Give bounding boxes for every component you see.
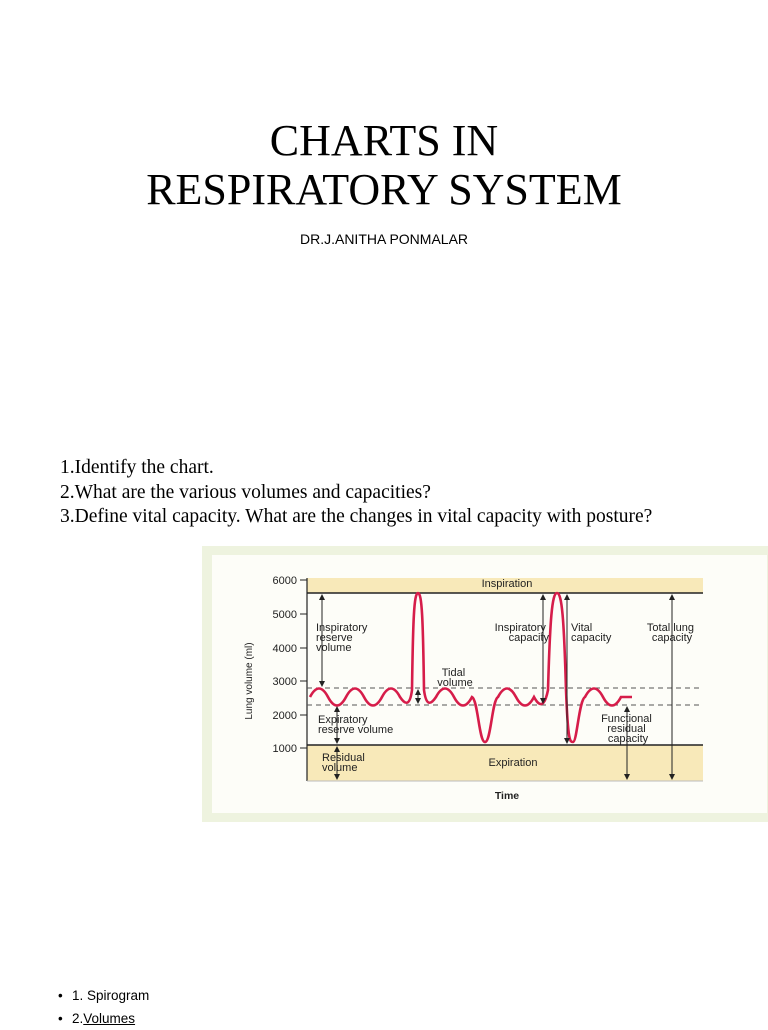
title-line: RESPIRATORY SYSTEM (146, 165, 622, 214)
label: Total lung capacity (647, 622, 697, 644)
questions: 1.Identify the chart. 2.What are the var… (60, 456, 672, 530)
y-tick-labels: 6000 5000 4000 3000 2000 1000 (273, 575, 297, 755)
tick-label: 3000 (273, 676, 297, 688)
band (307, 745, 703, 781)
label: Expiratory reserve volume (318, 714, 393, 736)
label-line: Expiratory (318, 714, 368, 726)
label-line: capacity (571, 632, 612, 644)
bullet-text: 1. Spirogram (72, 988, 150, 1003)
bullet: 2.Volumes (58, 1007, 149, 1030)
title: CHARTS IN RESPIRATORY SYSTEM (0, 116, 768, 214)
label-line: Inspiratory (495, 622, 547, 634)
author: DR.J.ANITHA PONMALAR (299, 231, 469, 247)
label: Inspiration (482, 578, 533, 590)
label: Vital capacity (571, 622, 612, 644)
tick-label: 4000 (273, 643, 297, 655)
label: Inspiratory reserve volume (316, 622, 370, 654)
question: 3.Define vital capacity. What are the ch… (60, 506, 653, 527)
bullet-text: 2. (72, 1011, 84, 1026)
bullet: 1. Spirogram (58, 984, 149, 1007)
tick-label: 1000 (273, 743, 297, 755)
label-line: Total lung (647, 622, 694, 634)
label-line: capacity (652, 632, 693, 644)
tick-label: 2000 (273, 710, 297, 722)
label-line: capacity (608, 733, 649, 745)
label-line: reserve (316, 632, 353, 644)
label: Tidal volume (437, 667, 472, 689)
question: 2.What are the various volumes and capac… (60, 481, 431, 503)
label-line: Functional (601, 713, 652, 725)
label: Inspiratory capacity (495, 622, 550, 644)
label-line: volume (316, 642, 351, 654)
label-line: volume (437, 677, 472, 689)
label-line: Vital (571, 622, 592, 634)
label: Functional residual capacity (601, 713, 655, 745)
bullet-list: 1. Spirogram 2.Volumes (58, 984, 149, 1030)
x-axis-label: Time (495, 790, 519, 802)
question: 1.Identify the chart. (60, 457, 214, 478)
label-line: volume (322, 762, 357, 774)
label-line: Inspiratory (316, 622, 368, 634)
tick-label: 6000 (273, 575, 297, 587)
label-line: residual (607, 723, 646, 735)
label-line: capacity (509, 632, 550, 644)
label: Expiration (489, 757, 538, 769)
link[interactable]: Volumes (83, 1011, 136, 1026)
label-line: reserve volume (318, 724, 393, 736)
y-axis-label: Lung volume (ml) (244, 642, 255, 719)
label-line: Tidal (442, 667, 465, 679)
label: Residual volume (322, 752, 368, 774)
band (307, 578, 703, 593)
label-line: Residual (322, 752, 365, 764)
tick-label: 5000 (273, 609, 297, 621)
title-line: CHARTS IN (269, 116, 499, 165)
ticks (300, 579, 307, 749)
arrows (319, 594, 675, 780)
